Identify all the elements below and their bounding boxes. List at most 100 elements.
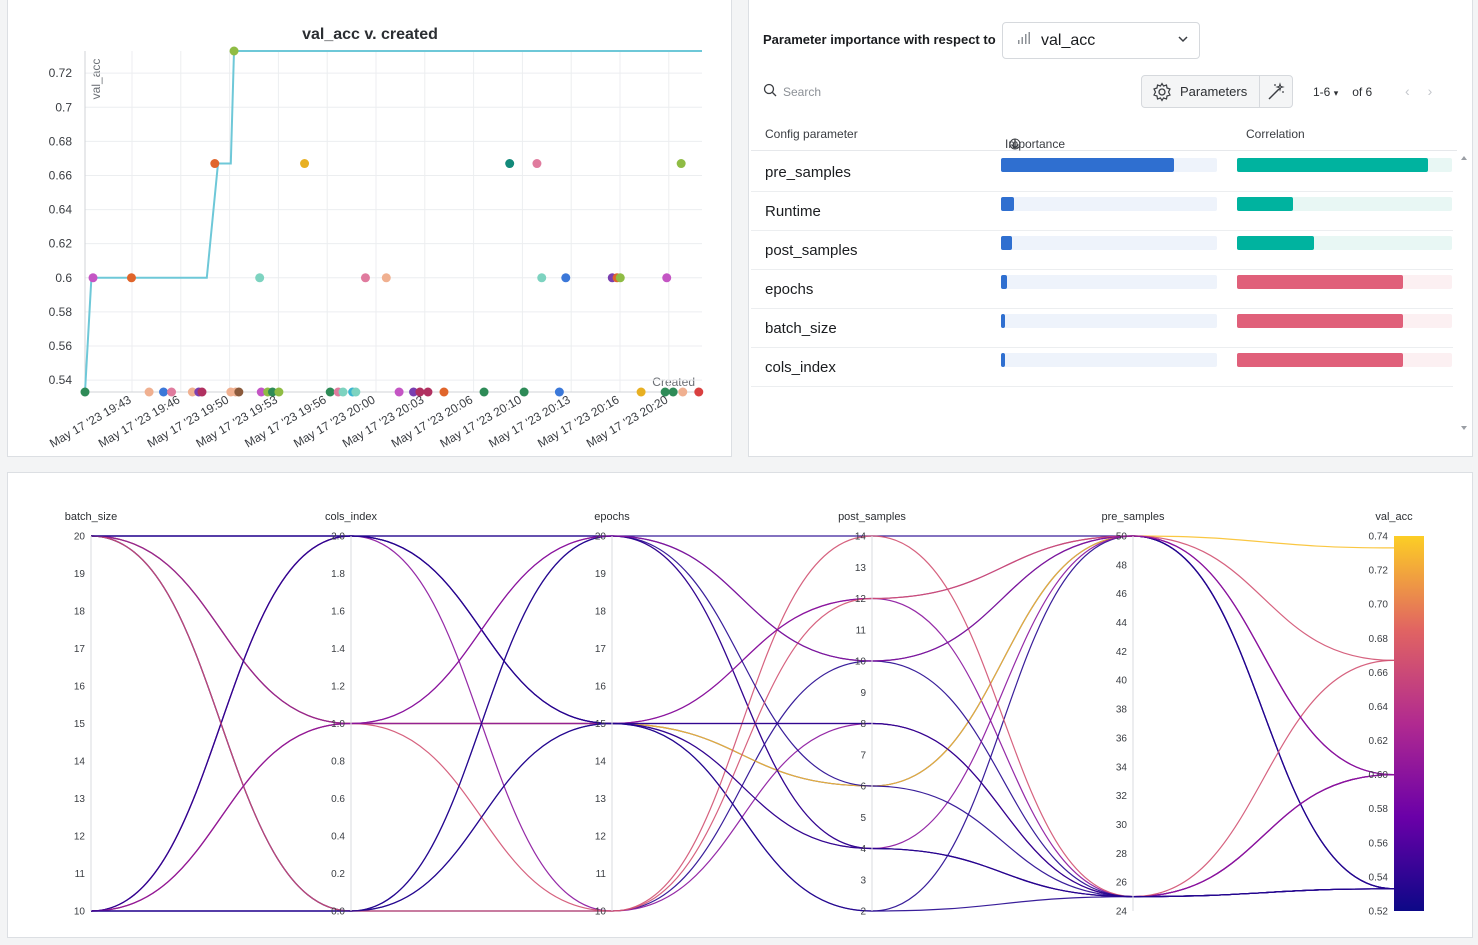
run-line[interactable] xyxy=(91,535,1395,898)
scatter-point[interactable] xyxy=(88,273,98,283)
parameters-button[interactable]: Parameters xyxy=(1141,75,1293,108)
scatter-point[interactable] xyxy=(210,159,220,169)
param-name: epochs xyxy=(765,281,814,298)
sort-desc-icon[interactable] xyxy=(1005,137,1021,151)
scatter-point[interactable] xyxy=(255,273,265,283)
col-config[interactable]: Config parameter xyxy=(765,127,858,141)
scatter-point[interactable] xyxy=(505,159,515,169)
val-acc-colorbar xyxy=(1394,536,1424,911)
scatter-point[interactable] xyxy=(300,159,310,169)
scatter-point[interactable] xyxy=(360,273,370,283)
scatter-point[interactable] xyxy=(351,387,361,397)
axis-tick-label: 16 xyxy=(595,682,607,693)
run-line[interactable] xyxy=(90,535,1395,898)
axis-tick-label: 0.62 xyxy=(1369,736,1389,747)
run-line[interactable] xyxy=(90,535,1395,912)
gear-icon xyxy=(1152,81,1172,102)
scatter-point[interactable] xyxy=(234,387,244,397)
scatter-point[interactable] xyxy=(668,387,678,397)
scatter-chart: val_acc v. created val_acc Created 0.54 0… xyxy=(47,26,704,450)
axis-tick-label: 38 xyxy=(1116,705,1128,716)
axis-title: epochs xyxy=(594,511,630,523)
magic-wand-icon[interactable] xyxy=(1266,82,1286,107)
scatter-point[interactable] xyxy=(439,387,449,397)
scatter-point[interactable] xyxy=(561,273,571,283)
scatter-point[interactable] xyxy=(423,387,433,397)
parameter-importance-panel: Parameter importance with respect to val… xyxy=(748,0,1473,457)
scatter-point[interactable] xyxy=(274,387,284,397)
importance-row[interactable]: epochs xyxy=(751,269,1453,309)
axis-tick-label: 24 xyxy=(1116,907,1128,918)
scatter-point[interactable] xyxy=(325,387,335,397)
prev-page-icon[interactable]: ‹ xyxy=(1405,83,1410,99)
search-placeholder: Search xyxy=(783,84,822,99)
importance-bar xyxy=(1001,314,1217,328)
scatter-point[interactable] xyxy=(694,387,704,397)
axis-tick-label: 18 xyxy=(595,607,607,618)
y-tick-label: 0.62 xyxy=(49,237,73,251)
scatter-point[interactable] xyxy=(676,159,686,169)
axis-tick-label: 10 xyxy=(855,657,867,668)
scatter-point[interactable] xyxy=(229,46,239,56)
axis-tick-label: 1.0 xyxy=(331,719,345,730)
col-correlation[interactable]: Correlation xyxy=(1246,127,1305,141)
axis-tick-label: 14 xyxy=(595,757,607,768)
search-input[interactable]: Search xyxy=(763,83,821,100)
scatter-point[interactable] xyxy=(537,273,547,283)
scatter-point[interactable] xyxy=(532,159,542,169)
scatter-point[interactable] xyxy=(197,387,207,397)
scatter-point[interactable] xyxy=(519,387,529,397)
scatter-point[interactable] xyxy=(167,387,177,397)
correlation-bar xyxy=(1237,197,1452,211)
run-line[interactable] xyxy=(90,722,1395,912)
scatter-point[interactable] xyxy=(415,387,425,397)
x-tick-label: May 17 '23 20:10 xyxy=(437,392,524,450)
page-range-select[interactable]: 1-6 ▾ xyxy=(1313,85,1339,99)
bar-chart-icon xyxy=(1017,31,1031,50)
axis-tick-label: 17 xyxy=(595,644,607,655)
scatter-point[interactable] xyxy=(479,387,489,397)
scatter-point[interactable] xyxy=(338,387,348,397)
x-tick-label: May 17 '23 20:03 xyxy=(340,392,427,450)
scatter-point[interactable] xyxy=(636,387,646,397)
scatter-point[interactable] xyxy=(615,273,625,283)
axis-tick-label: 1.6 xyxy=(331,607,345,618)
scatter-point[interactable] xyxy=(126,273,136,283)
importance-row[interactable]: post_samples xyxy=(751,230,1453,270)
axis-tick-label: 15 xyxy=(74,719,86,730)
scrollbar[interactable] xyxy=(1458,152,1470,434)
scatter-point[interactable] xyxy=(187,387,197,397)
importance-row[interactable]: pre_samples xyxy=(751,152,1453,192)
next-page-icon[interactable]: › xyxy=(1427,83,1433,99)
scatter-point[interactable] xyxy=(660,387,670,397)
parallel-coordinates-panel: batch_size 10 11 12 13 14 15 16 17 18 19 20 cols_ind… xyxy=(7,472,1473,938)
importance-row[interactable]: cols_index xyxy=(751,347,1453,387)
scatter-point[interactable] xyxy=(409,387,419,397)
run-line[interactable] xyxy=(90,535,1395,898)
scatter-point[interactable] xyxy=(256,387,266,397)
scatter-point[interactable] xyxy=(381,273,391,283)
run-line[interactable] xyxy=(91,535,1395,898)
scatter-point[interactable] xyxy=(144,387,154,397)
importance-row[interactable]: batch_size xyxy=(751,308,1453,348)
correlation-bar xyxy=(1237,158,1452,172)
scatter-point[interactable] xyxy=(268,387,278,397)
metric-select[interactable]: val_acc xyxy=(1002,22,1200,59)
axis-tick-label: 0.72 xyxy=(1369,566,1389,577)
axis-tick-label: 0.52 xyxy=(1369,907,1389,918)
scatter-point[interactable] xyxy=(678,387,688,397)
x-tick-label: May 17 '23 19:53 xyxy=(193,392,280,450)
importance-row[interactable]: Runtime xyxy=(751,191,1453,231)
scatter-point[interactable] xyxy=(159,387,169,397)
chevron-down-icon xyxy=(1177,32,1189,50)
run-line[interactable] xyxy=(90,535,1395,912)
y-tick-label: 0.58 xyxy=(49,305,73,319)
scatter-point[interactable] xyxy=(80,387,90,397)
scatter-point[interactable] xyxy=(394,387,404,397)
run-line[interactable] xyxy=(91,535,1395,890)
correlation-bar xyxy=(1237,314,1452,328)
axis-tick-label: 0.74 xyxy=(1369,532,1389,543)
scatter-point[interactable] xyxy=(554,387,564,397)
x-tick-label: May 17 '23 19:43 xyxy=(47,392,134,450)
scatter-point[interactable] xyxy=(662,273,672,283)
